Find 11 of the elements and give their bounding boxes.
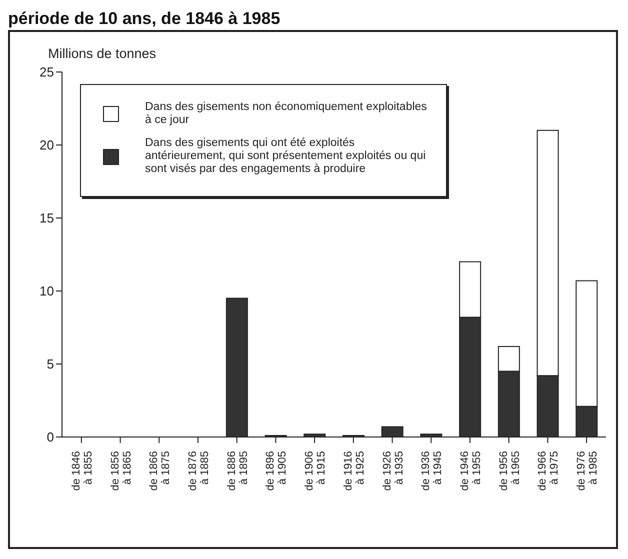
chart-title: période de 10 ans, de 1846 à 1985 xyxy=(8,8,282,30)
legend-label: Dans des gisements non économiquement exploitables à ce jour xyxy=(145,101,428,127)
y-tick-label: 25 xyxy=(40,64,54,80)
y-tick-label: 0 xyxy=(46,430,54,445)
y-tick-label: 5 xyxy=(46,356,54,372)
legend-label: Dans des gisements qui ont été exploités antérieurement, qui sont présentement exploités ou qui sont visés par des engagements à produire xyxy=(145,137,427,176)
y-tick-label: 20 xyxy=(40,138,54,153)
y-tick-label: 10 xyxy=(40,284,54,299)
x-tick-label: de 1846 à 1855 xyxy=(70,451,94,491)
y-axis-title: Millions de tonnes xyxy=(48,46,156,61)
y-tick-label: 15 xyxy=(40,210,54,226)
